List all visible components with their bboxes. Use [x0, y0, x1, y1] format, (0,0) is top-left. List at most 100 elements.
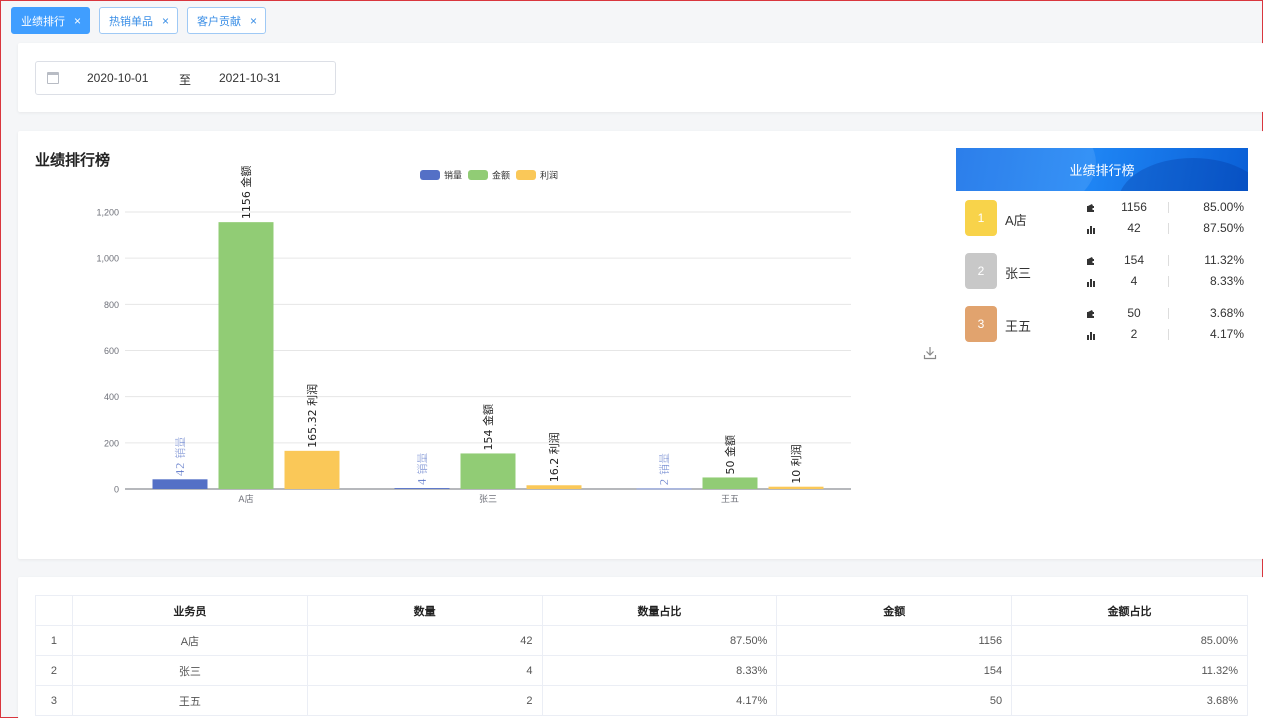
end-date-input[interactable]: 2021-10-31 [219, 71, 281, 85]
data-label: 4 销量 [415, 453, 429, 486]
ranking-title: 业绩排行榜 [1069, 163, 1135, 178]
x-tick-label: A店 [238, 493, 253, 505]
rank-badge: 2 [965, 253, 997, 289]
bar [768, 486, 824, 489]
rank-badge: 3 [965, 306, 997, 342]
data-label: 154 金额 [481, 404, 495, 451]
table-row[interactable]: 1 A店 42 87.50% 1156 85.00% [35, 625, 1248, 656]
ranking-item: 1 A店 1156 85.00% 42 87.50% [956, 191, 1248, 244]
cell-quantity-share: 8.33% [541, 655, 778, 686]
y-tick-label: 800 [104, 300, 119, 310]
calendar-icon [47, 72, 59, 84]
ranking-banner: 业绩排行榜 [956, 148, 1248, 191]
cell-amount: 50 [776, 685, 1013, 716]
rank-amount: 1156 [1121, 200, 1147, 214]
x-tick-label: 张三 [479, 494, 497, 505]
rank-name: A店 [1005, 213, 1027, 228]
column-header-amount[interactable]: 金额 [776, 595, 1013, 626]
data-label: 50 金额 [723, 435, 737, 475]
column-header-quantity[interactable]: 数量 [306, 595, 543, 626]
column-header-amount-share[interactable]: 金额占比 [1011, 595, 1248, 626]
table-row[interactable]: 2 张三 4 8.33% 154 11.32% [35, 655, 1248, 686]
legend-label: 销量 [444, 170, 462, 182]
rank-badge: 1 [965, 200, 997, 236]
cell-salesperson: 张三 [71, 655, 308, 686]
rank-amount-share: 11.32% [1204, 253, 1244, 267]
tab-bar: 业绩排行 × 热销单品 × 客户贡献 × [11, 7, 267, 34]
bar [702, 477, 758, 489]
rank-quantity-share: 87.50% [1203, 221, 1244, 235]
tab-label: 客户贡献 [197, 15, 242, 28]
chart-title: 业绩排行榜 [35, 152, 111, 169]
rank-amount-share: 3.68% [1209, 306, 1244, 320]
wallet-icon [1086, 308, 1096, 318]
cell-quantity: 2 [306, 685, 543, 716]
date-separator: 至 [179, 73, 192, 87]
column-header-quantity-share[interactable]: 数量占比 [541, 595, 778, 626]
download-icon[interactable] [923, 346, 937, 360]
cell-amount-share: 85.00% [1011, 625, 1248, 656]
bar-chart-icon [1086, 329, 1096, 340]
cell-salesperson: 王五 [71, 685, 308, 716]
start-date-input[interactable]: 2020-10-01 [87, 71, 149, 85]
cell-index: 1 [35, 625, 73, 656]
data-label: 10 利润 [789, 444, 803, 484]
data-label: 2 销量 [657, 453, 671, 486]
wallet-icon [1086, 202, 1096, 212]
rank-quantity-share: 8.33% [1209, 274, 1244, 288]
column-header-index [35, 595, 73, 626]
bar [526, 485, 582, 489]
date-range-picker[interactable]: 2020-10-01 至 2021-10-31 [35, 61, 336, 95]
rank-name: 王五 [1005, 319, 1032, 334]
rank-amount-share: 85.00% [1203, 200, 1244, 214]
cell-amount-share: 3.68% [1011, 685, 1248, 716]
rank-amount: 50 [1127, 306, 1141, 320]
table-card: 业务员 数量 数量占比 金额 金额占比 1 A店 42 87.50% 1156 … [18, 577, 1263, 718]
bar [284, 450, 340, 489]
ranking-panel: 业绩排行榜 1 A店 1156 85.00% 42 87.50% 2 张三 154 11.32% 4… [956, 148, 1248, 350]
bar-chart-icon [1086, 223, 1096, 234]
legend-swatch [468, 170, 488, 180]
rank-amount-line: 154 11.32% [1084, 250, 1244, 271]
cell-amount: 1156 [776, 625, 1013, 656]
data-label: 42 销量 [173, 437, 187, 477]
close-icon[interactable]: × [74, 13, 82, 28]
cell-index: 3 [35, 685, 73, 716]
wallet-icon [1086, 255, 1096, 265]
rank-quantity: 42 [1127, 221, 1141, 235]
y-tick-label: 200 [104, 438, 119, 448]
data-label: 16.2 利润 [547, 432, 561, 482]
rank-quantity: 2 [1130, 327, 1138, 341]
ranking-table: 业务员 数量 数量占比 金额 金额占比 1 A店 42 87.50% 1156 … [35, 595, 1248, 716]
bar-chart-icon [1086, 276, 1096, 287]
chart-card: 0 200 400 600 800 1,000 1,200 销量 金额 利润 A店 42 销量 1156… [18, 131, 1263, 559]
table-row[interactable]: 3 王五 2 4.17% 50 3.68% [35, 685, 1248, 716]
x-tick-label: 王五 [721, 494, 739, 505]
bar-chart: 0 200 400 600 800 1,000 1,200 销量 金额 利润 A店 42 销量 1156… [96, 166, 851, 505]
tab-performance-ranking[interactable]: 业绩排行 × [11, 7, 91, 34]
cell-quantity: 4 [306, 655, 543, 686]
rank-amount-line: 50 3.68% [1084, 303, 1244, 324]
cell-quantity-share: 87.50% [541, 625, 778, 656]
cell-amount-share: 11.32% [1011, 655, 1248, 686]
filter-card: 2020-10-01 至 2021-10-31 [18, 43, 1263, 112]
tab-label: 热销单品 [109, 15, 154, 28]
tab-label: 业绩排行 [21, 15, 65, 28]
column-header-salesperson[interactable]: 业务员 [71, 595, 308, 626]
tab-customer-contribution[interactable]: 客户贡献 × [187, 7, 267, 34]
rank-name: 张三 [1005, 266, 1032, 281]
y-tick-label: 400 [104, 392, 119, 402]
close-icon[interactable]: × [162, 13, 170, 28]
bar [152, 479, 208, 489]
bar [218, 222, 274, 489]
cell-salesperson: A店 [71, 625, 308, 656]
rank-amount: 154 [1123, 253, 1145, 267]
cell-quantity-share: 4.17% [541, 685, 778, 716]
tab-hot-items[interactable]: 热销单品 × [99, 7, 179, 34]
rank-quantity-line: 4 8.33% [1084, 271, 1244, 292]
rank-quantity-share: 4.17% [1209, 327, 1244, 341]
close-icon[interactable]: × [250, 13, 258, 28]
legend-label: 利润 [540, 170, 558, 182]
bar [394, 488, 450, 489]
ranking-item: 2 张三 154 11.32% 4 8.33% [956, 244, 1248, 297]
